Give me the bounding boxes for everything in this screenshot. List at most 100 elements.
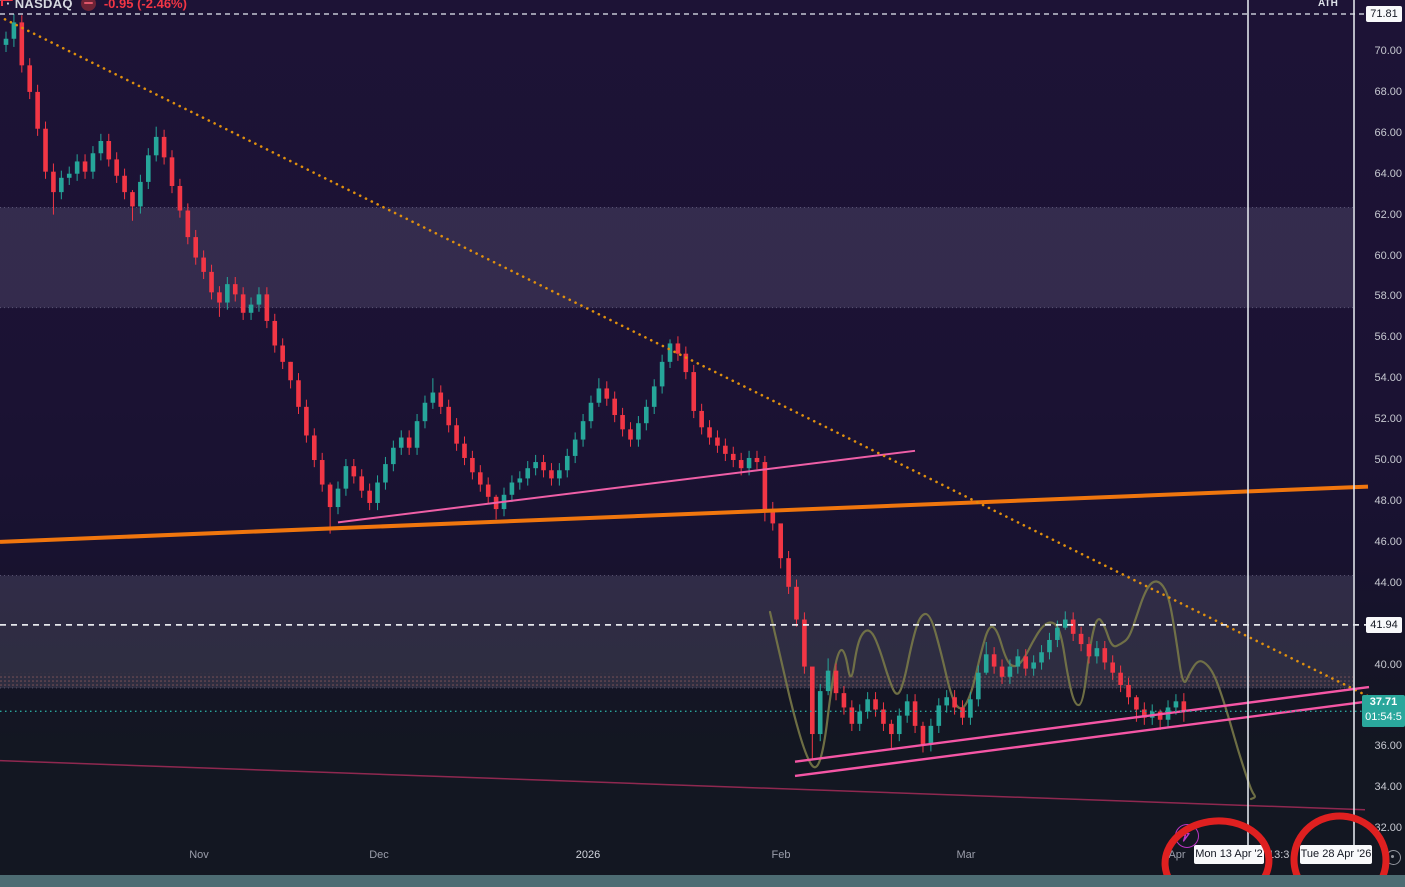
- candle-body: [446, 406, 451, 426]
- candle-body: [272, 320, 278, 346]
- candle-body: [351, 466, 357, 477]
- candle-body: [161, 136, 167, 158]
- flag-icon[interactable]: [0, 0, 13, 6]
- candle-body: [904, 701, 910, 716]
- candle-body: [810, 666, 815, 735]
- crimson-faint-line[interactable]: [0, 759, 1366, 811]
- candle-body: [786, 558, 791, 587]
- candle-body: [572, 439, 578, 456]
- candle-body: [541, 462, 546, 471]
- candle-body: [288, 361, 293, 381]
- candle-body: [1157, 711, 1163, 720]
- candle-body: [983, 654, 989, 673]
- candle-body: [106, 140, 112, 160]
- candle-body: [256, 294, 262, 305]
- candle-body: [1055, 627, 1060, 640]
- notification-muted-icon[interactable]: [80, 0, 96, 11]
- candle-body: [580, 421, 586, 440]
- price-tick-label: 52.00: [1374, 413, 1402, 426]
- price-band[interactable]: [0, 575, 1353, 689]
- candle-body: [430, 392, 436, 403]
- time-tick-label: Nov: [189, 849, 209, 861]
- candle-body: [794, 586, 799, 620]
- time-tick-label: Feb: [771, 849, 791, 861]
- symbol-legend[interactable]: T · NASDAQ -0.95 (-2.46%): [0, 0, 187, 13]
- candle-body: [264, 294, 270, 321]
- price-tick-label: 36.00: [1374, 740, 1402, 753]
- candle-body: [873, 699, 878, 710]
- candle-body: [43, 128, 48, 172]
- candle-body: [383, 464, 388, 483]
- candle-body: [485, 484, 491, 497]
- vertical-line-date-badge-2[interactable]: Tue 28 Apr '26: [1300, 845, 1372, 864]
- candle-body: [991, 654, 997, 667]
- candle-body: [398, 437, 404, 448]
- candle-body: [1070, 619, 1076, 634]
- candle-body: [1047, 639, 1052, 653]
- candle-body: [644, 406, 649, 424]
- candle-body: [667, 343, 673, 362]
- candle-body: [999, 666, 1005, 677]
- candle-body: [153, 136, 159, 156]
- candle-body: [74, 161, 80, 174]
- candle-body: [225, 284, 230, 303]
- dotted-strip: [0, 673, 1353, 689]
- candle-body: [470, 457, 475, 473]
- ath-price-badge: 71.81: [1366, 6, 1402, 22]
- pink-channel-upper[interactable]: [794, 685, 1370, 763]
- candle-body: [240, 294, 246, 313]
- candle-body: [59, 177, 64, 193]
- price-tick-label: 60.00: [1374, 249, 1402, 262]
- candle-body: [1173, 701, 1179, 708]
- price-tick-label: 70.00: [1374, 45, 1402, 57]
- candle-body: [90, 153, 96, 172]
- candle-body: [209, 271, 214, 293]
- candle-body: [865, 699, 870, 712]
- time-tick-label: Mar: [956, 849, 976, 861]
- candle-body: [738, 460, 744, 469]
- candle-body: [122, 175, 127, 193]
- pink-channel-lower[interactable]: [794, 700, 1370, 778]
- orange-support[interactable]: [0, 484, 1369, 544]
- candle-body: [517, 478, 523, 483]
- candle-body: [651, 386, 657, 407]
- pink-trendline[interactable]: [337, 449, 916, 524]
- time-tick-label: Apr: [1168, 849, 1186, 861]
- candle-body: [944, 697, 949, 706]
- ticker-symbol[interactable]: T · NASDAQ: [0, 0, 73, 11]
- price-tick-label: 68.00: [1374, 85, 1402, 98]
- candle-body: [620, 415, 625, 430]
- price-tick-label: 50.00: [1374, 454, 1402, 466]
- candle-body: [11, 22, 17, 39]
- candle-body: [311, 435, 317, 461]
- candle-body: [588, 402, 594, 422]
- last-price-value: 37.71: [1369, 696, 1398, 708]
- price-tick-label: 34.00: [1374, 781, 1402, 794]
- time-tick-label: 2026: [575, 849, 601, 861]
- candle-body: [280, 345, 285, 362]
- price-tick-label: 40.00: [1374, 658, 1402, 671]
- candle-body: [896, 715, 902, 735]
- orange-dotted-resistance[interactable]: [3, 18, 1370, 698]
- price-tick-label: 46.00: [1374, 535, 1402, 548]
- vertical-line-date-badge[interactable]: Mon 13 Apr '2: [1194, 845, 1264, 864]
- time-extra-label: 13:3: [1268, 849, 1290, 861]
- ath-label: ATH: [1318, 0, 1338, 9]
- candle-body: [1110, 662, 1115, 673]
- countdown-timer: 01:54:5: [1365, 711, 1402, 723]
- candle-body: [1023, 656, 1029, 669]
- candle-body: [636, 423, 641, 440]
- candle-body: [1118, 672, 1123, 685]
- candle-body: [1078, 633, 1084, 645]
- freehand-squiggle-drawing[interactable]: [768, 580, 1256, 801]
- candle-body: [304, 406, 309, 436]
- candle-body: [857, 711, 863, 724]
- candle-body: [683, 353, 689, 373]
- candle-body: [960, 707, 965, 718]
- candle-body: [968, 699, 973, 718]
- level-price-badge: 41.94: [1366, 617, 1402, 633]
- price-tick-label: 32.00: [1374, 822, 1402, 835]
- candle-body: [754, 457, 760, 463]
- candle-body: [232, 284, 238, 295]
